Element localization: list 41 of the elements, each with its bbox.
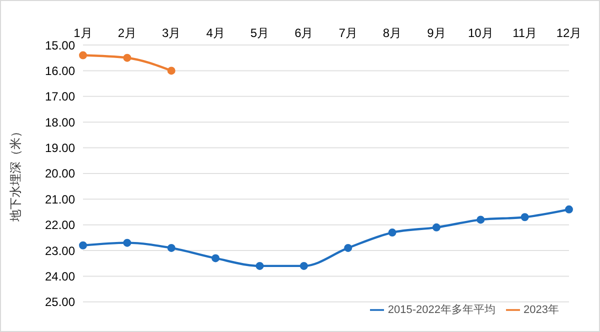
point (167, 244, 176, 252)
point (344, 244, 352, 252)
y-axis-title: 地下水埋深（米） (8, 125, 22, 222)
y-tick-label: 20.00 (44, 166, 76, 181)
x-tick-label: 4月 (206, 26, 225, 40)
point (123, 54, 132, 62)
point (520, 213, 529, 222)
x-tick-label: 2月 (118, 26, 137, 40)
x-tick-label: 12月 (556, 26, 582, 40)
point (300, 262, 308, 270)
point (476, 216, 485, 224)
legend-label: 2023年 (524, 304, 559, 316)
y-tick-label: 22.00 (44, 218, 76, 232)
y-tick-label: 24.00 (44, 269, 76, 284)
point (432, 223, 440, 232)
x-tick-label: 5月 (250, 26, 270, 40)
x-tick-label: 6月 (294, 26, 314, 40)
point (388, 228, 396, 237)
x-tick-label: 8月 (382, 26, 402, 40)
point (167, 66, 176, 75)
point (79, 241, 87, 250)
y-tick-label: 23.00 (44, 244, 76, 258)
y-tick-label: 18.00 (44, 115, 76, 130)
y-tick-label: 21.00 (44, 192, 76, 206)
point (123, 238, 132, 247)
point (79, 51, 87, 60)
point (212, 254, 220, 262)
x-tick-label: 10月 (468, 26, 494, 40)
x-tick-label: 3月 (162, 26, 181, 40)
x-tick-label: 11月 (512, 26, 538, 40)
x-tick-label: 1月 (74, 26, 92, 40)
y-tick-label: 17.00 (44, 90, 76, 104)
y-tick-label: 16.00 (44, 64, 76, 78)
y-tick-label: 15.00 (44, 38, 76, 52)
y-tick-label: 19.00 (44, 141, 76, 156)
point (256, 262, 264, 270)
legend-label: 2015-2022年多年平均 (388, 304, 496, 316)
x-tick-label: 9月 (427, 26, 446, 40)
y-tick-label: 25.00 (44, 295, 76, 310)
x-tick-label: 7月 (338, 26, 358, 40)
point (565, 205, 573, 214)
